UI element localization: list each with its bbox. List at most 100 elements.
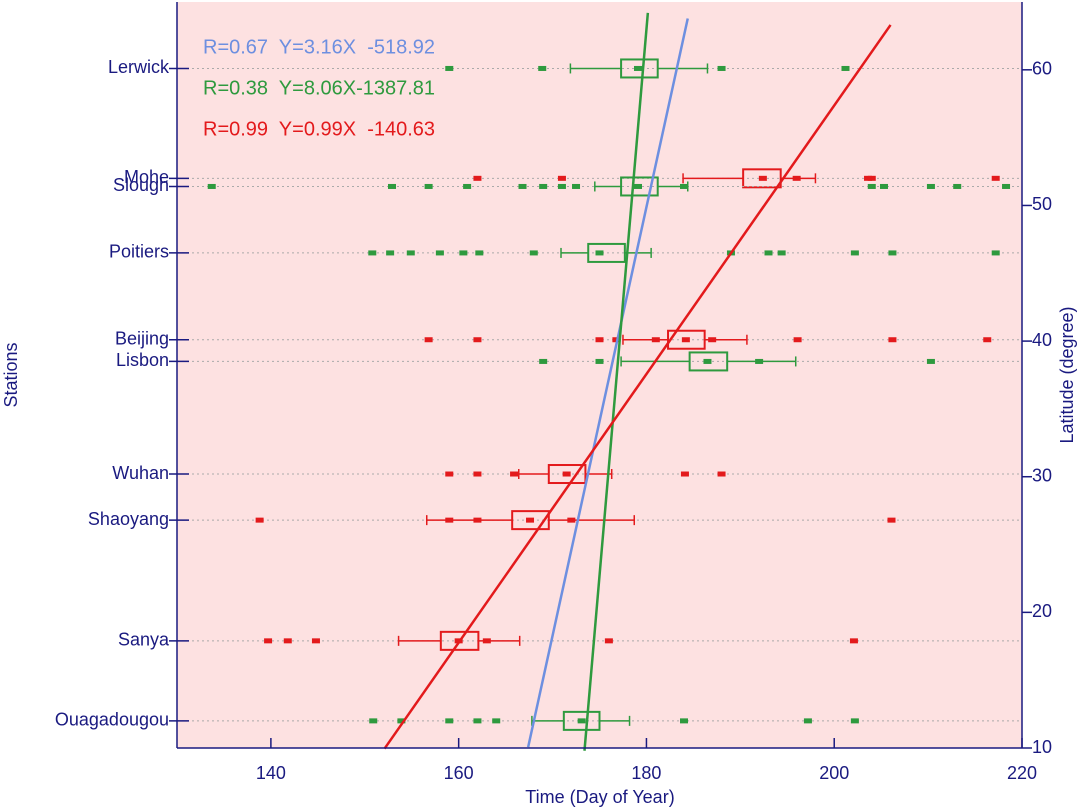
- station-label: Mohe: [124, 167, 169, 187]
- y2-tick-label: 60: [1032, 59, 1052, 79]
- outlier: [879, 183, 888, 189]
- outlier: [463, 183, 472, 189]
- outlier: [473, 175, 482, 181]
- outlier: [475, 250, 484, 256]
- outlier: [473, 718, 482, 724]
- outlier: [406, 250, 415, 256]
- outlier: [435, 250, 444, 256]
- box: [511, 510, 550, 531]
- outlier: [850, 718, 859, 724]
- outlier: [492, 718, 501, 724]
- outlier: [841, 65, 850, 71]
- outlier: [445, 65, 454, 71]
- outlier: [424, 183, 433, 189]
- median: [526, 517, 535, 523]
- outlier: [473, 471, 482, 477]
- x-tick-label: 200: [819, 763, 849, 783]
- outlier: [604, 638, 613, 644]
- outlier: [283, 638, 292, 644]
- outlier: [991, 250, 1000, 256]
- outlier: [849, 638, 858, 644]
- station-label: Sanya: [118, 630, 170, 650]
- outlier: [518, 183, 527, 189]
- x-tick-label: 160: [444, 763, 474, 783]
- outlier: [557, 183, 566, 189]
- outlier: [680, 471, 689, 477]
- outlier: [557, 175, 566, 181]
- outlier: [388, 183, 397, 189]
- outlier: [991, 175, 1000, 181]
- outlier: [539, 358, 548, 364]
- median: [633, 183, 642, 189]
- outlier: [1002, 183, 1011, 189]
- fit-line: [383, 24, 892, 750]
- station-label: Wuhan: [112, 463, 169, 483]
- outlier: [595, 337, 604, 343]
- fit-annotation: R=0.99 Y=0.99X -140.63: [203, 118, 435, 140]
- outlier: [888, 337, 897, 343]
- outlier: [369, 718, 378, 724]
- station-label: Shaoyang: [88, 509, 169, 529]
- y2-axis-label: Latitude (degree): [1057, 306, 1077, 443]
- outlier: [595, 358, 604, 364]
- x-tick-label: 220: [1007, 763, 1037, 783]
- median: [633, 65, 642, 71]
- median: [703, 358, 712, 364]
- outlier: [538, 65, 547, 71]
- outlier: [368, 250, 377, 256]
- outlier: [926, 358, 935, 364]
- outlier: [264, 638, 273, 644]
- outlier: [445, 718, 454, 724]
- outlier: [867, 175, 876, 181]
- box: [547, 464, 587, 485]
- outlier: [459, 250, 468, 256]
- y2-tick-label: 40: [1032, 330, 1052, 350]
- outlier: [255, 517, 264, 523]
- y-axis-label: Stations: [1, 342, 21, 407]
- box: [742, 168, 782, 189]
- station-label: Beijing: [115, 328, 169, 348]
- outlier: [539, 183, 548, 189]
- outlier: [887, 517, 896, 523]
- station-label: Poitiers: [109, 242, 169, 262]
- outlier: [572, 183, 581, 189]
- outlier: [888, 250, 897, 256]
- outlier: [717, 65, 726, 71]
- station-label: Lerwick: [108, 57, 170, 77]
- box: [667, 329, 706, 350]
- outlier: [680, 718, 688, 724]
- box: [620, 176, 659, 197]
- y2-tick-label: 30: [1032, 465, 1052, 485]
- station-label: Lisbon: [116, 350, 169, 370]
- median: [681, 337, 690, 343]
- x-tick-label: 140: [256, 763, 286, 783]
- median: [562, 471, 571, 477]
- outlier: [473, 337, 482, 343]
- box: [562, 710, 601, 731]
- outlier: [983, 337, 992, 343]
- outlier: [867, 183, 876, 189]
- box: [587, 242, 626, 263]
- fit-line: [583, 12, 650, 751]
- station-label: Ouagadougou: [55, 710, 169, 730]
- box: [620, 58, 659, 79]
- outlier: [529, 250, 538, 256]
- outlier: [803, 718, 812, 724]
- outlier: [777, 250, 786, 256]
- y2-tick-label: 50: [1032, 194, 1052, 214]
- y2-tick-label: 20: [1032, 601, 1052, 621]
- fit-annotation: R=0.38 Y=8.06X-1387.81: [203, 77, 435, 99]
- outlier: [793, 337, 802, 343]
- outlier: [386, 250, 395, 256]
- outlier: [764, 250, 773, 256]
- outlier: [926, 183, 935, 189]
- outlier: [424, 337, 433, 343]
- outlier: [850, 250, 859, 256]
- y2-tick-label: 10: [1032, 737, 1052, 757]
- median: [758, 175, 767, 181]
- outlier: [207, 183, 216, 189]
- box: [688, 351, 729, 372]
- outlier: [953, 183, 962, 189]
- outlier: [510, 471, 519, 477]
